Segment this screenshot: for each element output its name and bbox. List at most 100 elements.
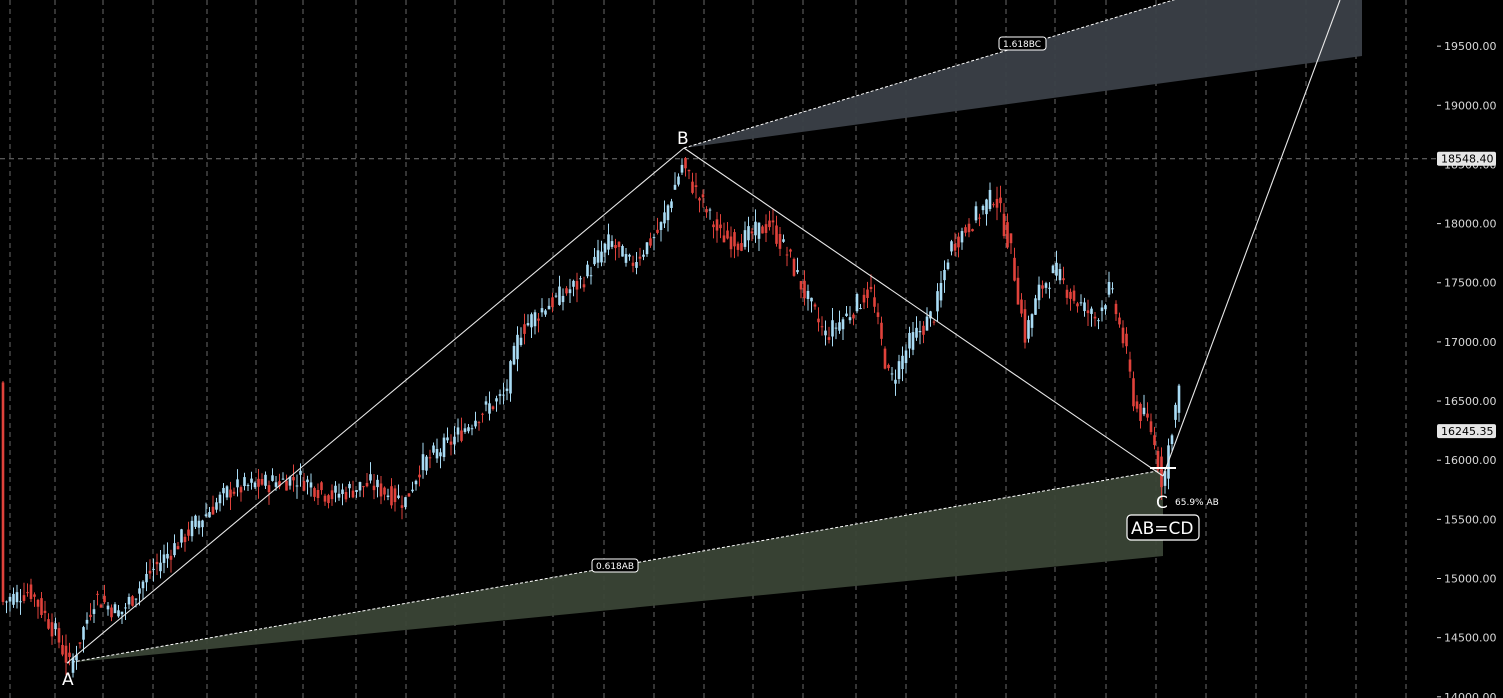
candle-body [617,241,621,248]
candle-body [981,205,985,211]
candles [1,157,1181,678]
candle-body [796,270,799,273]
candle-body [579,278,582,280]
candle-body [407,493,411,497]
pattern-name-box[interactable] [1126,514,1200,541]
candle-body [446,437,449,441]
y-tick-label: 16500.00 [1444,395,1497,408]
candle-body [771,220,775,223]
cd-leg-line[interactable] [1162,0,1341,477]
candle-body [610,241,614,247]
candle-body [883,348,887,369]
candle-body [442,437,446,458]
candle-body [974,206,978,221]
y-tick-label: 17000.00 [1444,336,1497,349]
candle-body [971,229,974,232]
candle-body [292,477,295,481]
candle-body [932,321,936,323]
candle-body [470,428,474,430]
candle-body [50,622,54,637]
candle-body [565,288,568,294]
candle-body [365,482,369,487]
candle-body [155,561,159,565]
candle-body [439,452,442,457]
candle-body [908,332,911,349]
candle-body [89,614,92,618]
candle-body [29,584,33,600]
candle-body [5,601,8,603]
lower-fib-tag [591,558,639,573]
candle-body [512,345,516,365]
candle-body [740,243,743,251]
candle-body [1058,269,1062,281]
candle-body [568,289,572,294]
candle-body [453,436,456,445]
candle-body [1079,302,1083,304]
candle-body [400,505,404,508]
candle-body [460,430,463,441]
candle-body [887,364,890,369]
candle-body [411,489,414,492]
candle-body [348,483,351,489]
candle-body [792,258,796,276]
candle-body [533,312,537,327]
upper-projection-zone [684,0,1362,148]
candle-body [1030,314,1034,328]
candle-body [537,318,540,321]
candle-body [544,310,547,315]
candle-body [379,483,383,497]
price-tag-label: 16245.35 [1441,425,1494,438]
candle-body [922,325,925,335]
candle-body [726,230,729,239]
y-tick-label: 19500.00 [1444,40,1497,53]
candle-body [873,297,876,307]
candle-body [148,570,152,574]
candle-body [1002,213,1006,237]
candle-body [694,185,698,188]
candle-body [54,623,57,630]
candle-body [78,642,82,644]
candle-body [96,593,99,595]
candle-body [936,291,939,312]
candle-body [1034,298,1037,315]
ab-leg-line[interactable] [66,147,685,664]
price-axis[interactable]: 14000.00 14500.00 15000.00 15500.00 16000.00… [1437,40,1497,698]
candle-body [1072,290,1076,301]
candle-body [8,596,12,602]
candle-body [299,470,302,475]
candle-body [523,324,526,334]
candle-body [295,485,299,487]
candle-body [1107,281,1111,295]
candle-body [110,607,113,618]
candle-body [180,529,183,543]
candle-body [1044,283,1048,288]
candle-body [1,382,5,602]
candle-body [572,280,575,287]
candle-body [225,486,229,498]
candle-body [243,477,246,487]
y-tick-label: 19000.00 [1444,99,1497,112]
y-tick-label: 15000.00 [1444,573,1497,586]
candle-body [995,198,999,208]
candle-body [495,398,498,402]
candle-body [603,243,607,253]
candle-body [397,495,400,499]
candle-body [778,233,782,249]
candle-body [540,308,544,313]
candle-body [320,482,323,491]
abcd-pattern-lines[interactable] [66,0,1341,664]
candle-body [1016,277,1020,305]
candle-body [757,222,761,239]
bc-leg-line[interactable] [683,147,1164,477]
candle-body [876,312,880,317]
candle-body [582,284,586,288]
candle-body [747,226,750,241]
candle-body [75,654,78,661]
candle-body [645,242,649,255]
candle-body [551,297,554,308]
candle-body [775,225,778,244]
candle-body [285,480,288,491]
candle-body [1135,401,1139,409]
candle-body [57,628,61,643]
